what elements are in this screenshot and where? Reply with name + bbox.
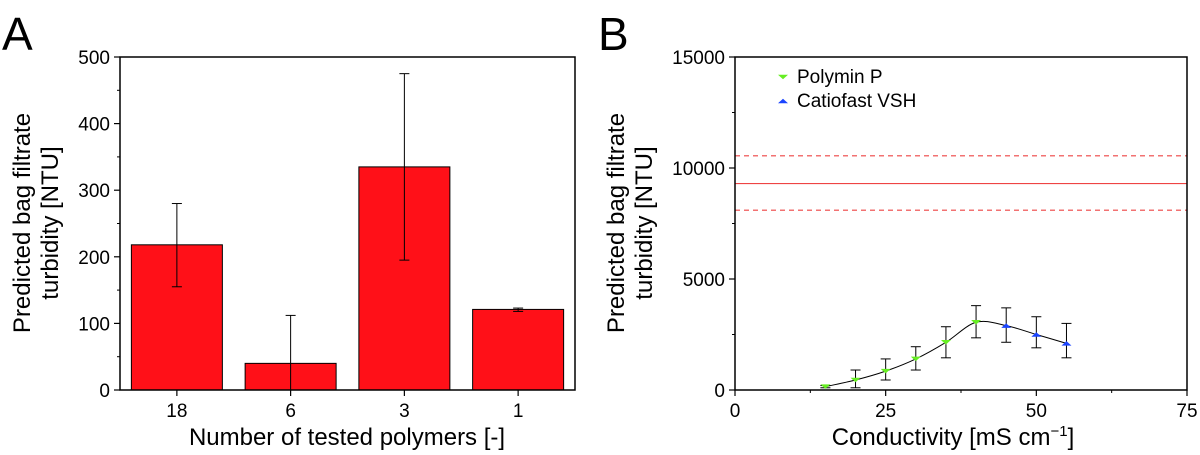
y-tick-label-0: 0 [714, 381, 725, 402]
data-point-s0-3 [910, 356, 921, 362]
x-tick-label-75: 75 [1176, 401, 1197, 422]
data-point-s0-0 [820, 384, 831, 389]
legend-marker-polymin-p [778, 74, 788, 80]
panel-b-x-axis-label-main: Conductivity [mS cm [832, 424, 1051, 451]
panel-a-error-bars [171, 73, 524, 391]
panel-a-y-ticks: 0 100 200 300 400 500 [78, 48, 120, 402]
data-point-s0-5 [971, 320, 982, 325]
panel-b: B 0 5000 10000 15000 0 25 50 75 Polymin P Cati… [598, 8, 1198, 451]
x-tick-label-3: 3 [399, 401, 410, 422]
panel-a-letter: A [2, 8, 33, 60]
y-tick-label-100: 100 [78, 314, 110, 335]
panel-a-bars [130, 166, 565, 391]
panel-b-reference-lines [735, 155, 1187, 211]
x-tick-label-1: 1 [513, 401, 524, 422]
x-tick-label-18: 18 [166, 401, 187, 422]
panel-b-x-axis-label: Conductivity [mS cm−1] [832, 423, 1075, 451]
data-point-s1-2 [1061, 341, 1072, 346]
panel-b-y-axis-label-line1: Predicted bag filtrate [603, 113, 630, 333]
data-point-s0-2 [880, 368, 891, 374]
panel-a-x-ticks: 18 6 3 1 [166, 390, 523, 422]
y-tick-label-10000: 10000 [672, 159, 725, 180]
panel-b-y-ticks: 0 5000 10000 15000 [672, 48, 735, 402]
panel-b-x-ticks: 0 25 50 75 [730, 390, 1198, 422]
panel-a-y-axis-label-line2: turbidity [NTU] [37, 146, 64, 299]
y-tick-label-500: 500 [78, 48, 110, 69]
panel-b-error-bars [820, 305, 1072, 389]
legend-marker-catiofast-vsh [778, 98, 788, 104]
panel-b-letter: B [598, 8, 629, 60]
y-tick-label-5000: 5000 [683, 270, 725, 291]
y-tick-label-300: 300 [78, 181, 110, 202]
x-tick-label-6: 6 [285, 401, 296, 422]
panel-a-x-axis-label: Number of tested polymers [-] [189, 424, 505, 451]
legend-label-polymin-p: Polymin P [797, 67, 883, 88]
panel-b-y-axis-label-line2: turbidity [NTU] [631, 146, 658, 299]
legend-label-catiofast-vsh: Catiofast VSH [797, 91, 916, 112]
data-point-s1-0 [1001, 323, 1012, 328]
data-point-s0-4 [940, 340, 951, 345]
x-tick-label-50: 50 [1026, 401, 1047, 422]
y-tick-label-15000: 15000 [672, 48, 725, 69]
panel-a: A 0 100 200 300 400 500 18 6 3 1 Number of teste… [2, 8, 576, 451]
bar-1 [472, 308, 565, 391]
x-tick-label-0: 0 [730, 401, 741, 422]
y-tick-label-200: 200 [78, 248, 110, 269]
panel-b-x-axis-label-end: ] [1068, 424, 1075, 451]
data-point-s1-1 [1031, 332, 1042, 337]
y-tick-label-0: 0 [99, 381, 110, 402]
y-tick-label-400: 400 [78, 115, 110, 136]
x-tick-label-25: 25 [875, 401, 896, 422]
panel-b-points [820, 320, 1072, 389]
panel-a-y-axis-label-line1: Predicted bag filtrate [9, 113, 36, 333]
panel-b-x-axis-label-superscript: −1 [1050, 423, 1067, 440]
data-point-s0-1 [850, 377, 861, 383]
panel-b-legend: Polymin P Catiofast VSH [778, 67, 916, 112]
